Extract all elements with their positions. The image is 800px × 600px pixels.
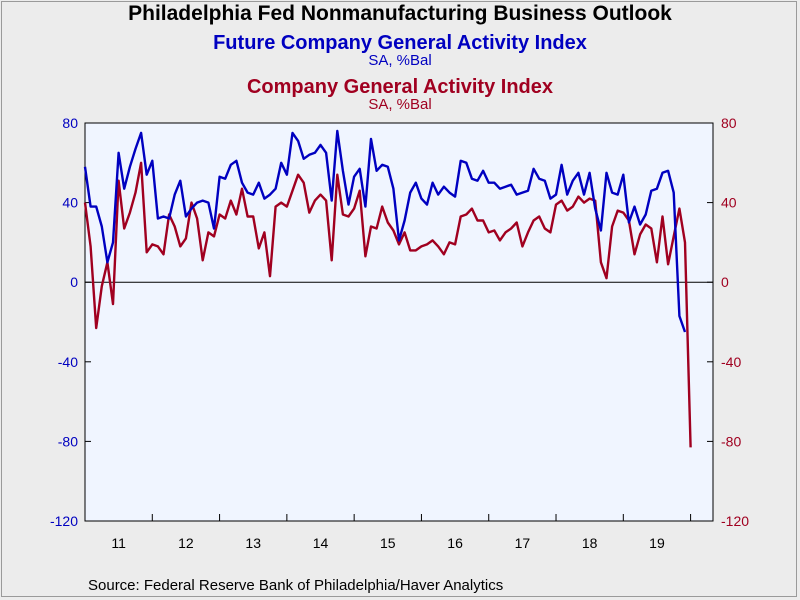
y-right-tick-label: -40 (721, 354, 741, 370)
chart-title: Philadelphia Fed Nonmanufacturing Busine… (128, 2, 672, 25)
x-tick-label: 19 (649, 535, 665, 551)
y-left-tick-label: -120 (50, 513, 78, 529)
y-right-tick-label: 0 (721, 274, 729, 290)
x-tick-label: 12 (178, 535, 194, 551)
series-line-future-activity (83, 129, 687, 333)
x-tick-label: 14 (313, 535, 329, 551)
series-1-unit: SA, %Bal (368, 52, 432, 69)
y-left-tick-label: -80 (58, 433, 78, 449)
series-2-unit: SA, %Bal (368, 96, 432, 113)
y-right-tick-label: -120 (721, 513, 749, 529)
x-tick-label: 15 (380, 535, 396, 551)
plot-area (84, 122, 714, 522)
y-left-tick-label: 80 (62, 115, 78, 131)
y-right-tick-label: 80 (721, 115, 737, 131)
source-note: Source: Federal Reserve Bank of Philadel… (88, 577, 504, 594)
series-line-company-activity (83, 161, 692, 448)
x-tick-label: 11 (111, 535, 126, 551)
x-tick-label: 18 (582, 535, 598, 551)
y-right-tick-label: -80 (721, 433, 741, 449)
y-left-tick-label: -40 (58, 354, 78, 370)
x-tick-label: 16 (447, 535, 463, 551)
series-2-name: Company General Activity Index (246, 76, 553, 98)
series-1-name: Future Company General Activity Index (213, 32, 587, 54)
x-tick-label: 17 (515, 535, 531, 551)
y-right-tick-label: 40 (721, 195, 737, 211)
x-tick-label: 13 (245, 535, 261, 551)
y-left-tick-label: 0 (70, 274, 78, 290)
y-left-tick-label: 40 (62, 195, 78, 211)
